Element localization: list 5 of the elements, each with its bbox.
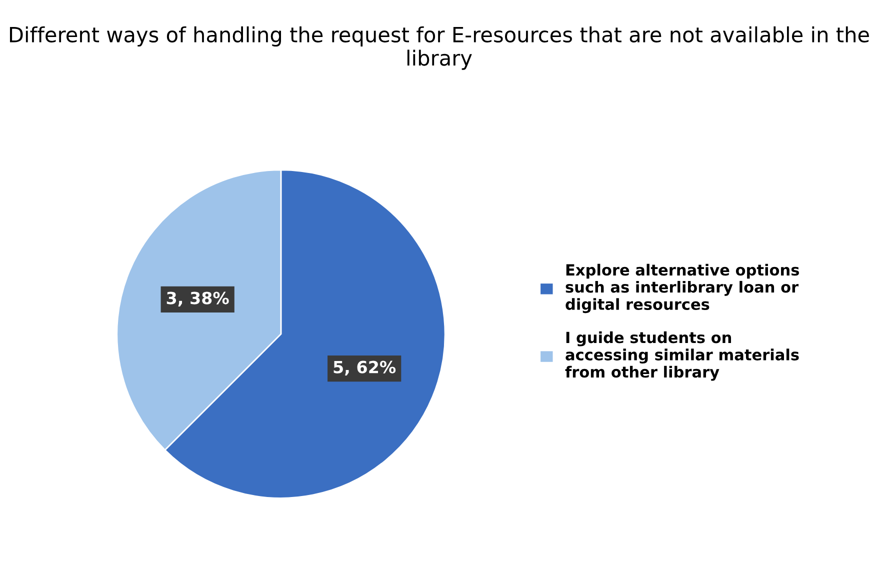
chart-title: Different ways of handling the request for E-resources that are not available in the library [10,26,869,70]
legend-label: I guide students on accessing similar materials from other library [565,331,799,381]
data-label: 3, 38% [166,292,229,306]
legend-label: Explore alternative options such as interlibrary loan or digital resources [566,264,799,314]
data-label: 5, 62% [334,360,396,376]
